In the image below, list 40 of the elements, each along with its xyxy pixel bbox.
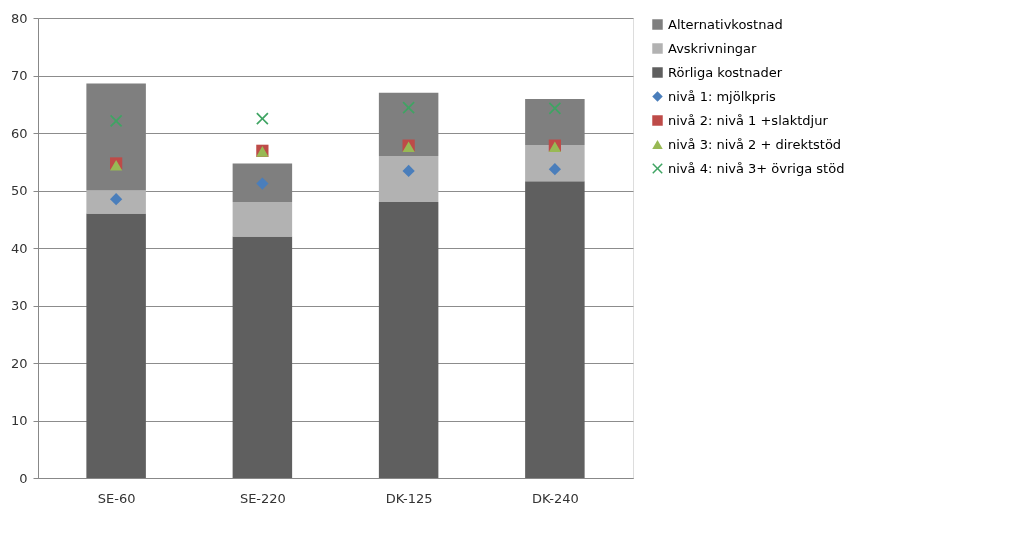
point <box>110 114 123 128</box>
bar <box>86 190 146 214</box>
y-tick-label: 30 <box>10 298 28 313</box>
legend-label: nivå 2: nivå 1 +slaktdjur <box>668 112 829 128</box>
bar <box>525 181 585 478</box>
legend-label: Alternativkostnad <box>668 16 783 32</box>
x-tick-label: DK-240 <box>532 490 579 506</box>
bar <box>525 145 585 182</box>
point <box>256 112 269 125</box>
bar <box>232 236 293 478</box>
point <box>256 177 269 190</box>
point <box>402 164 415 178</box>
y-tick-label: 20 <box>10 355 28 371</box>
legend-label: nivå 3: nivå 2 + direktstöd <box>668 136 842 152</box>
bar <box>378 202 439 478</box>
y-tick-label: 50 <box>10 183 28 198</box>
point <box>548 102 561 115</box>
legend-label: Avskrivningar <box>668 40 758 56</box>
y-tick-label: 70 <box>10 68 28 83</box>
bar <box>378 156 439 202</box>
bar <box>232 202 293 237</box>
y-tick-label: 10 <box>10 413 28 428</box>
bar <box>232 163 293 202</box>
y-tick-label: 40 <box>10 240 28 256</box>
bar <box>86 213 146 478</box>
bar <box>86 83 146 191</box>
y-tick-label: 0 <box>19 470 28 486</box>
point <box>548 163 561 176</box>
legend-label: nivå 1: mjölkpris <box>668 88 776 104</box>
x-tick-label: DK-125 <box>385 490 433 506</box>
bar <box>378 92 439 156</box>
legend-label: Rörliga kostnader <box>668 64 783 80</box>
y-tick-label: 60 <box>10 125 28 141</box>
y-tick-label: 80 <box>10 10 28 26</box>
point <box>110 193 123 206</box>
legend-label: nivå 4: nivå 3+ övriga stöd <box>668 160 845 176</box>
point <box>402 101 415 114</box>
bar <box>525 99 585 146</box>
x-tick-label: SE-220 <box>239 490 286 506</box>
x-tick-label: SE-60 <box>97 490 136 506</box>
